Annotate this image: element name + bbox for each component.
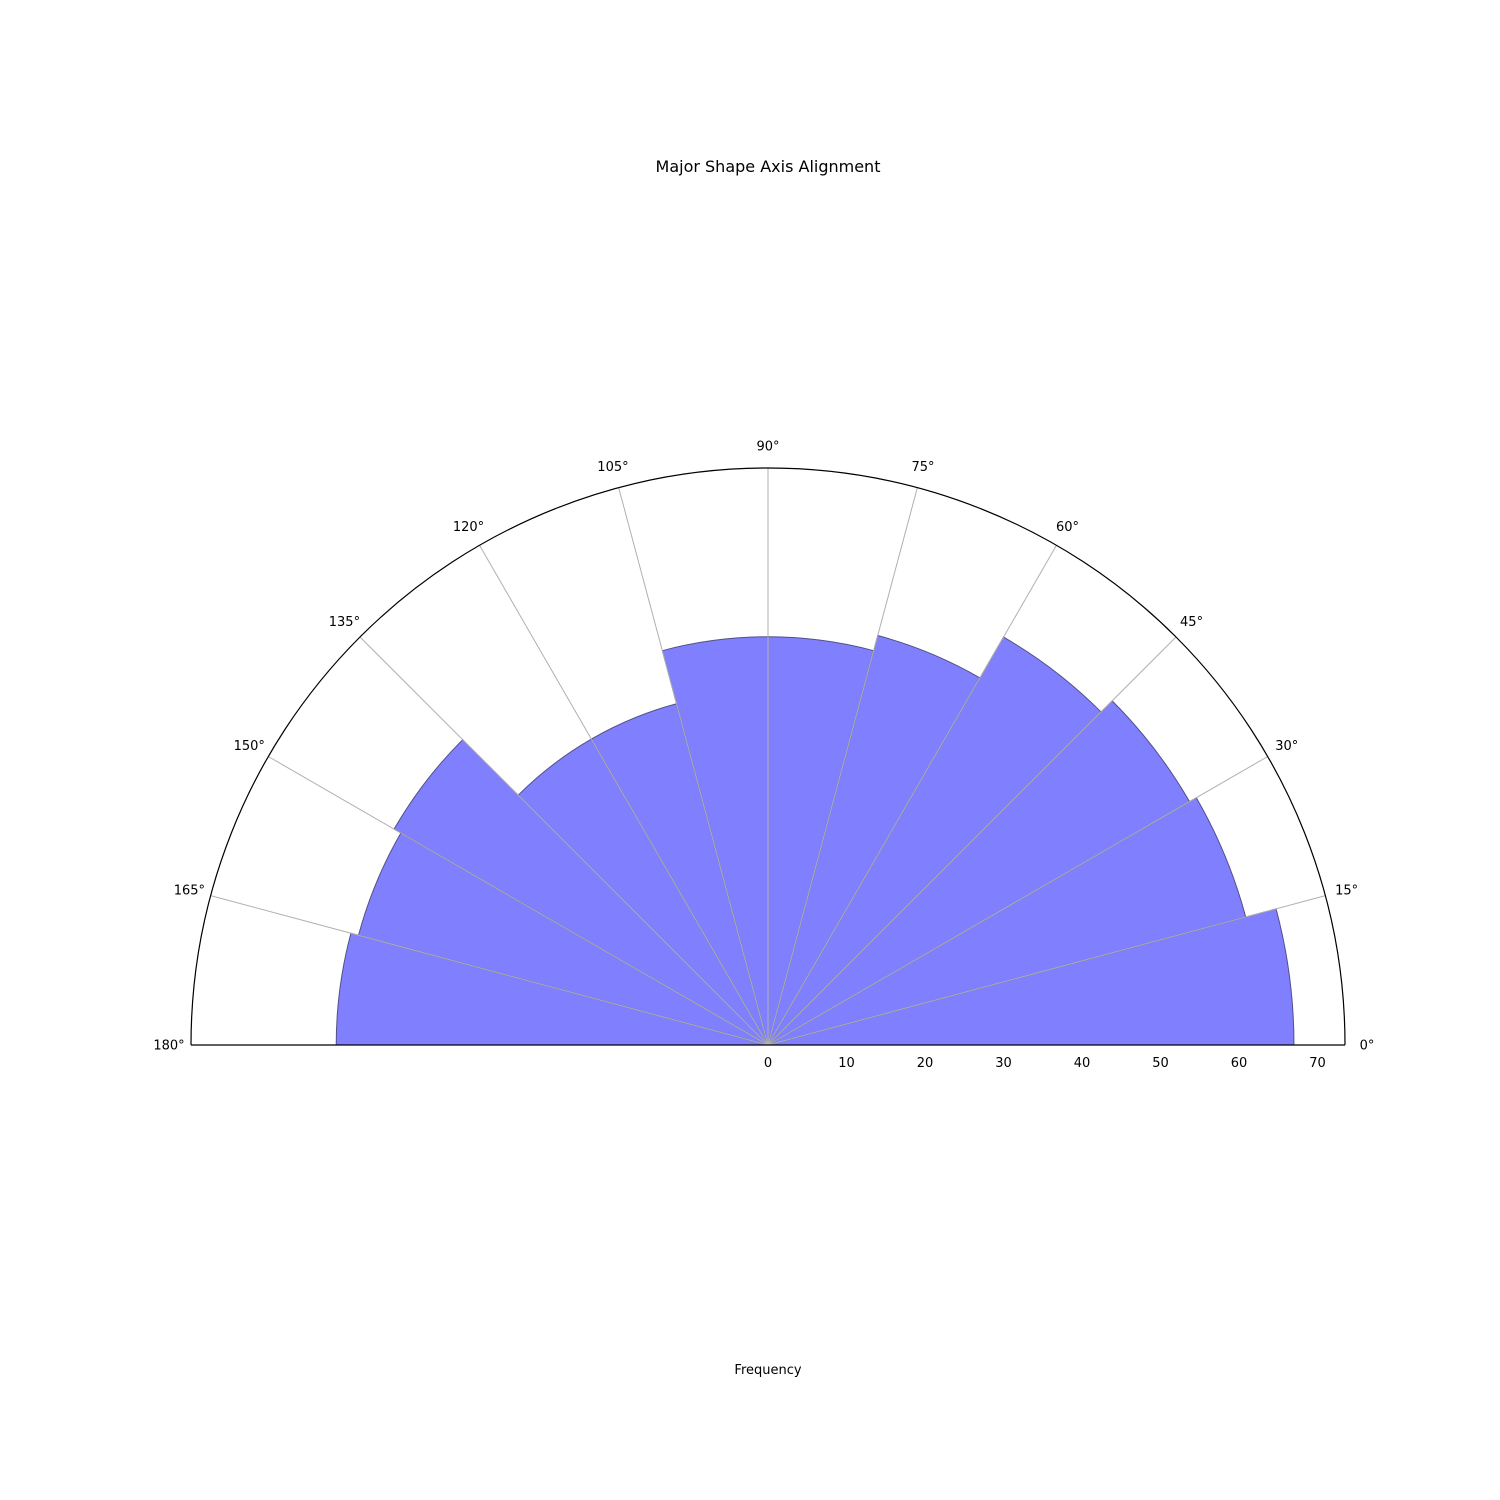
- radial-tick-label-0: 0: [764, 1056, 772, 1071]
- angle-tick-label-90: 90°: [756, 440, 779, 455]
- angle-tick-label-135: 135°: [329, 615, 360, 630]
- angle-gridline-60: [767, 545, 1057, 1046]
- angle-tick-label-120: 120°: [453, 520, 484, 535]
- angle-gridline-30: [767, 756, 1268, 1046]
- angle-gridline-75: [767, 487, 918, 1046]
- radial-tick-label-70: 70: [1309, 1056, 1326, 1071]
- angle-tick-label-30: 30°: [1275, 739, 1298, 754]
- radial-tick-label-10: 10: [838, 1056, 855, 1071]
- angle-tick-label-60: 60°: [1056, 520, 1079, 535]
- angle-tick-labels: 0° 15° 30° 45° 60° 75° 90° 105° 120° 135° 150° 165°…: [153, 440, 1374, 1054]
- angle-tick-label-75: 75°: [912, 460, 935, 475]
- angle-gridline-135: [359, 636, 769, 1046]
- radial-tick-label-40: 40: [1074, 1056, 1091, 1071]
- bars-layer: [335, 634, 1295, 1046]
- x-axis-label: Frequency: [734, 1363, 801, 1378]
- angle-tick-label-15: 15°: [1335, 883, 1358, 898]
- angle-gridline-120: [479, 545, 769, 1046]
- angle-tick-label-45: 45°: [1180, 615, 1203, 630]
- radial-tick-label-20: 20: [917, 1056, 934, 1071]
- radial-tick-labels: 0 10 20 30 40 50 60 70: [764, 1056, 1326, 1071]
- chart-title: Major Shape Axis Alignment: [656, 157, 881, 176]
- angle-tick-label-180: 180°: [153, 1039, 184, 1054]
- angle-gridline-45: [767, 636, 1177, 1046]
- angle-gridline-15: [767, 895, 1326, 1046]
- angle-tick-label-0: 0°: [1360, 1039, 1375, 1054]
- grid-layer: [210, 468, 1326, 1046]
- radial-tick-label-30: 30: [995, 1056, 1012, 1071]
- angle-tick-label-105: 105°: [597, 460, 628, 475]
- radial-tick-label-60: 60: [1231, 1056, 1248, 1071]
- angle-tick-label-150: 150°: [234, 739, 265, 754]
- spine-layer: [190, 467, 1346, 1046]
- radial-tick-label-50: 50: [1152, 1056, 1169, 1071]
- angle-gridline-105: [618, 487, 769, 1046]
- angle-gridline-150: [268, 756, 769, 1046]
- outer-arc-spine: [190, 467, 1346, 1046]
- angle-gridline-165: [210, 895, 769, 1046]
- angle-tick-label-165: 165°: [174, 883, 205, 898]
